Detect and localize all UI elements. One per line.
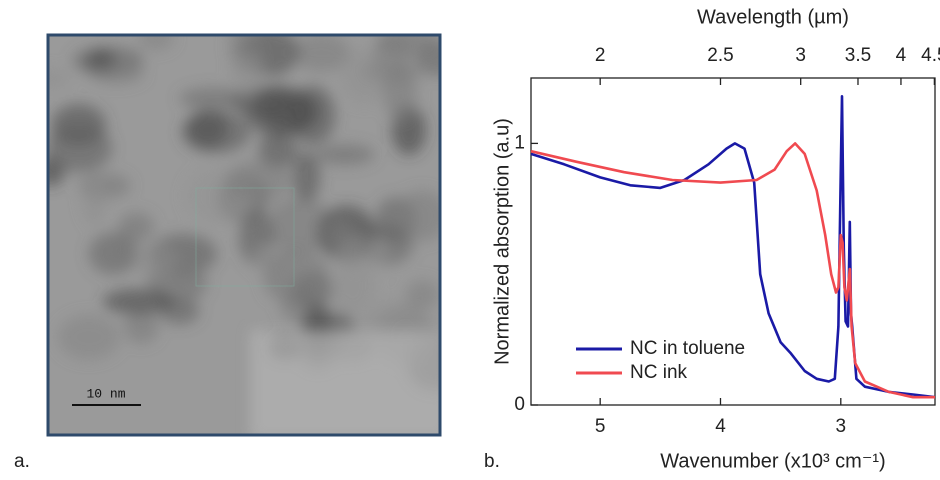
top-tick-label: 2 — [595, 45, 606, 66]
particle — [131, 243, 177, 280]
plot-frame — [530, 77, 936, 406]
particle — [179, 87, 248, 110]
particle — [57, 314, 121, 360]
tem-image — [48, 35, 440, 435]
particle — [89, 63, 144, 84]
particle — [396, 190, 440, 242]
x-tick-label: 5 — [595, 416, 606, 437]
particle — [258, 132, 298, 169]
particle — [405, 279, 440, 310]
top-tick-label: 3 — [795, 45, 806, 66]
particle — [48, 68, 71, 89]
inset-box — [195, 187, 295, 287]
x-tick-label: 3 — [836, 416, 847, 437]
particle — [293, 35, 351, 73]
particle — [321, 221, 351, 244]
legend-label: NC ink — [630, 362, 688, 383]
particle — [186, 110, 228, 148]
y-tick-label: 1 — [514, 132, 525, 153]
scale-bar-label: 10 nm — [86, 386, 125, 401]
x-tick-label: 4 — [715, 416, 726, 437]
particle — [138, 35, 174, 50]
particle — [314, 144, 375, 166]
top-tick-label: 2.5 — [707, 45, 733, 66]
particle — [82, 168, 107, 225]
top-tick-label: 3.5 — [845, 45, 871, 66]
y-tick-label: 0 — [514, 394, 525, 415]
particle — [230, 53, 265, 98]
particle — [264, 266, 295, 300]
series-line — [530, 142, 935, 399]
top-tick-label: 4.5 — [921, 45, 940, 66]
image-frame — [46, 33, 442, 437]
panel-label: a. — [14, 451, 30, 472]
particle — [123, 308, 159, 344]
particle — [245, 84, 313, 138]
particle — [118, 212, 155, 242]
particle — [225, 159, 291, 203]
particles — [48, 35, 440, 391]
x-axis-label: Wavenumber (x10³ cm⁻¹) — [660, 450, 885, 472]
particle — [415, 43, 440, 77]
particle — [336, 236, 388, 271]
particle — [102, 288, 174, 315]
top-tick-label: 4 — [896, 45, 907, 66]
y-axis-label: Normalized absorption (a.u) — [491, 118, 513, 365]
particle — [292, 151, 321, 203]
particle — [382, 63, 418, 122]
particle — [88, 232, 138, 275]
legend-label: NC in toluene — [630, 338, 745, 359]
carbon-film — [250, 330, 440, 435]
top-axis-label: Wavelength (µm) — [697, 6, 849, 28]
particle — [266, 197, 335, 254]
particle — [330, 259, 376, 315]
particle — [48, 123, 113, 173]
panel-label: b. — [484, 451, 500, 472]
